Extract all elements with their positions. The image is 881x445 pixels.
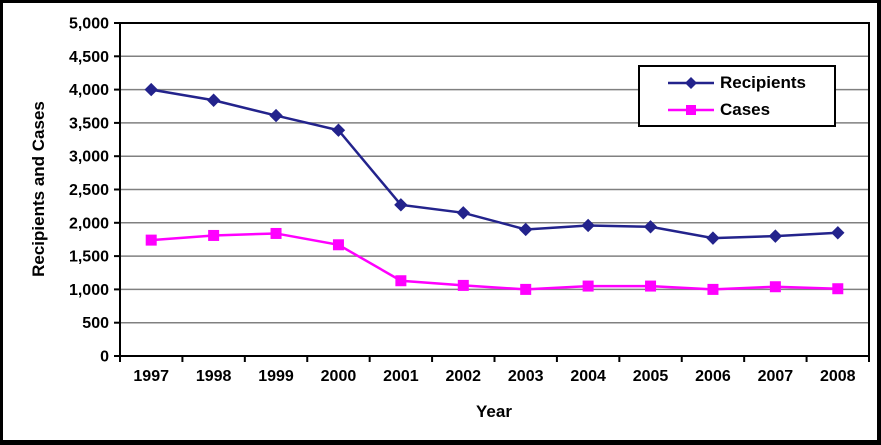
y-tick-label: 2,500 (69, 182, 109, 199)
line-chart: 0 500 1,000 1,500 2,000 2,500 3,000 3,500 4,000 4… (69, 16, 870, 385)
square-marker-icon (668, 104, 714, 115)
series-marker-cases (769, 281, 781, 293)
series-marker-cases (832, 283, 844, 295)
legend: Recipients Cases (638, 65, 836, 127)
y-tick-label: 5,000 (69, 16, 109, 33)
y-tick-label: 3,500 (69, 115, 109, 132)
series-marker-recipients (206, 93, 221, 107)
y-tick-label: 4,500 (69, 49, 109, 66)
y-tick-label: 1,500 (69, 249, 109, 266)
x-tick-label: 2005 (633, 368, 669, 385)
x-tick-label: 2004 (570, 368, 606, 385)
series-marker-recipients (768, 229, 783, 243)
y-tick-label: 4,000 (69, 82, 109, 99)
x-tick-label: 1999 (258, 368, 294, 385)
series-marker-recipients (643, 220, 658, 234)
series-marker-cases (457, 279, 469, 291)
y-tick-label: 3,000 (69, 149, 109, 166)
series-marker-cases (645, 280, 657, 292)
series-marker-cases (707, 283, 719, 295)
series-marker-cases (270, 227, 282, 239)
series-marker-recipients (831, 226, 845, 240)
series-line-cases (151, 232, 838, 291)
series-marker-recipients (456, 206, 470, 220)
y-axis-title: Recipients and Cases (29, 101, 48, 277)
series-line-recipients (150, 88, 838, 240)
series-marker-recipients (144, 82, 158, 97)
x-tick-label: 1997 (133, 368, 169, 385)
series-marker-cases (208, 229, 220, 241)
legend-label: Recipients (720, 72, 806, 92)
legend-entry-cases: Cases (668, 100, 834, 120)
series-marker-cases (395, 275, 407, 287)
diamond-marker-icon (668, 76, 714, 89)
x-tick-label: 2000 (321, 368, 357, 385)
series-marker-recipients (394, 198, 408, 212)
legend-label: Cases (720, 99, 771, 119)
x-tick-label: 2002 (445, 368, 481, 385)
x-tick-label: 1998 (196, 368, 232, 385)
series-marker-cases (582, 280, 594, 292)
x-tick-label: 2001 (383, 368, 419, 385)
x-tick-label: 2006 (695, 368, 731, 385)
series-marker-recipients (331, 123, 346, 137)
y-tick-label: 2,000 (69, 215, 109, 232)
y-tick-label: 1,000 (69, 282, 109, 299)
x-axis-title: Year (476, 402, 512, 421)
x-tick-label: 2007 (758, 368, 794, 385)
y-tick-label: 0 (100, 349, 109, 366)
x-tick-label: 2008 (820, 368, 856, 385)
x-tick-label: 2003 (508, 368, 544, 385)
series-marker-recipients (706, 231, 720, 245)
series-marker-cases (145, 234, 157, 246)
series-marker-cases (332, 239, 344, 251)
series-marker-recipients (269, 108, 283, 123)
series-marker-cases (520, 283, 532, 295)
series-marker-recipients (519, 222, 533, 237)
legend-entry-recipients: Recipients (668, 73, 834, 93)
series-marker-recipients (581, 218, 595, 233)
y-tick-label: 500 (82, 315, 109, 332)
